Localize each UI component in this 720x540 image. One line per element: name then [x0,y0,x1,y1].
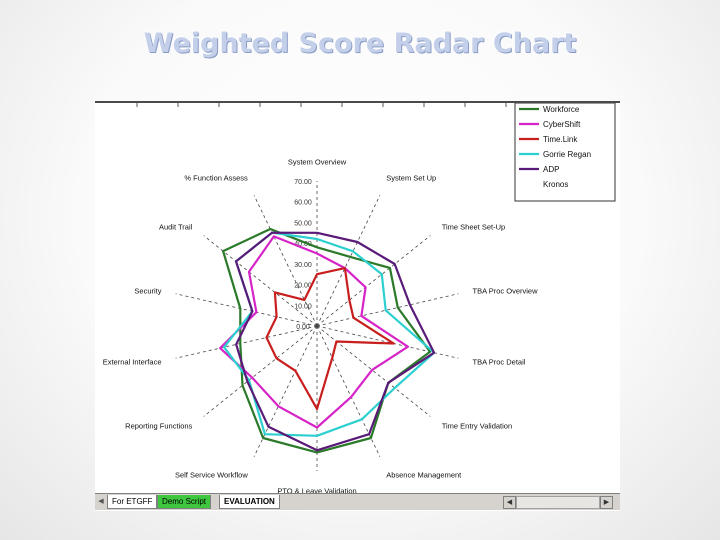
radar-spoke [175,293,318,327]
radar-spoke [316,195,381,327]
scale-label: 60.00 [294,200,312,207]
sheet-tab-for-etgff[interactable]: For ETGFF [107,495,158,509]
slide-title: Weighted Score Radar Chart [143,28,577,59]
series-line [218,235,409,429]
axis-label: System Set Up [386,173,436,182]
legend-entry: Time.Link [543,135,578,144]
axis-label: TBA Proc Detail [473,357,526,366]
scale-label: 30.00 [294,262,312,269]
tab-first-icon[interactable]: ◀ [98,498,104,505]
axis-label: Audit Trail [159,223,193,232]
radar-chart: 0.0010.0020.0030.0040.0050.0060.0070.00 … [103,102,616,496]
radar-spoke [253,195,318,327]
chart-panel: 0.00 10.00 20.00 30.00 40.00 50.00 60.00 70.00 … [95,101,620,511]
radar-spoke [175,325,318,359]
legend-entry: Kronos [543,180,568,189]
radar-spoke [203,325,318,417]
series-line [234,231,436,452]
scroll-right-icon[interactable]: ▶ [600,496,613,509]
axis-label: System Overview [288,158,347,167]
axis-label: Time Entry Validation [442,421,512,430]
axis-label: Reporting Functions [125,421,192,430]
scroll-left-icon[interactable]: ◀ [503,496,516,509]
legend-entry: CyberShift [543,120,581,129]
scale-label: 0.00 [296,324,310,331]
sheet-tab-evaluation[interactable]: EVALUATION [219,495,280,509]
axis-label: External Interface [103,357,162,366]
legend-box [514,102,616,202]
scale-label: 20.00 [294,283,312,290]
series-line [265,267,395,410]
horizontal-scrollbar[interactable] [516,496,600,509]
axis-label: Time Sheet Set-Up [442,223,506,232]
legend-entry: ADP [543,165,559,174]
chart-legend: Workforce CyberShift Time.Link Gorrie Regan… [514,102,616,202]
axis-label: Absence Management [386,471,462,480]
axis-label: PTO & Leave Validation [277,487,356,496]
axis-label: TBA Proc Overview [473,287,539,296]
scale-label: 50.00 [294,220,312,227]
radar-spoke [316,235,431,327]
scale-label: 40.00 [294,241,312,248]
radar-spoke [203,235,318,327]
legend-entry: Workforce [543,105,580,114]
axis-label: Self Service Workflow [175,471,248,480]
axis-label: % Function Assess [184,173,248,182]
sheet-tab-bar: ◀ For ETGFF Demo Script EVALUATION ◀ ▶ [95,493,620,510]
legend-entry: Gorrie Regan [543,150,591,159]
scale-label: 10.00 [294,303,312,310]
scale-label: 70.00 [294,179,312,186]
axis-label: Security [134,287,161,296]
radar-spoke [316,293,459,327]
series-line [222,227,432,454]
sheet-tab-demo-script[interactable]: Demo Script [157,495,212,509]
